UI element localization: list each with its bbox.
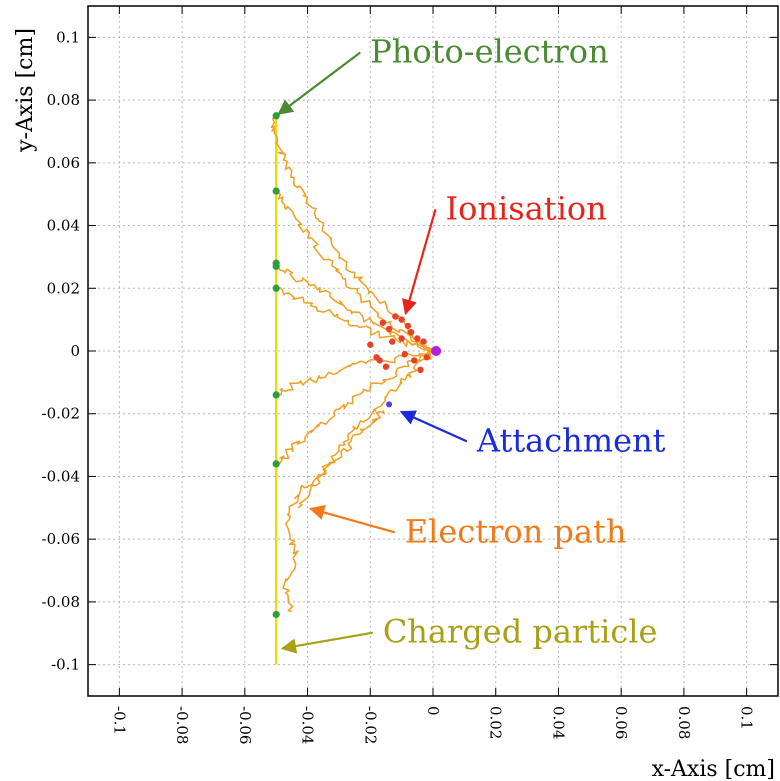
y-tick-label: 0 (70, 342, 80, 360)
ionisation-point (423, 354, 430, 361)
x-tick-label: 0.06 (612, 706, 630, 739)
ionisation-point (382, 363, 390, 370)
x-axis-title: x-Axis [cm] (652, 757, 775, 781)
x-tick-label: -0.02 (361, 706, 379, 744)
electron-path (282, 410, 385, 613)
x-tick-label: 0.1 (738, 706, 756, 730)
photo-electron-point (272, 187, 280, 195)
electron-path (276, 287, 435, 352)
photo-electron-point (272, 610, 280, 619)
x-tick-label: -0.1 (110, 706, 128, 735)
annotation-arrow (399, 410, 468, 443)
y-tick-label: 0.08 (47, 91, 80, 109)
photo-electron-point (272, 460, 280, 468)
ionisation-point (410, 357, 418, 364)
ionisation-point (404, 322, 412, 330)
y-axis-title: y-Axis [cm] (13, 28, 38, 153)
y-tick-label: 0.06 (47, 154, 80, 172)
y-tick-label: -0.04 (42, 467, 80, 485)
y-tick-label: -0.06 (42, 530, 80, 548)
electron-path (274, 261, 434, 352)
annotation-label: Attachment (476, 421, 666, 459)
annotations: Photo-electron Ionisation Attachment Electr… (277, 32, 666, 654)
x-tick-label: -0.08 (173, 706, 191, 744)
x-tick-label: 0.08 (675, 706, 693, 739)
y-tick-label: 0.1 (56, 28, 80, 46)
electron-end-point (431, 346, 442, 356)
y-tick-label: 0.04 (47, 217, 80, 235)
x-tick-label: 0.04 (549, 706, 567, 739)
ticks: -0.1 -0.08 -0.06 -0.04 -0.02 0 0.02 0.04 0.06 0.0… (42, 6, 778, 744)
ionisation-point (379, 319, 387, 326)
ionisation-point (367, 341, 374, 348)
ionisation-point (401, 350, 408, 358)
photo-electron-point (272, 284, 280, 292)
annotation-label: Ionisation (446, 189, 607, 227)
annotation-arrow (280, 631, 374, 654)
ionisation-point (414, 335, 421, 342)
annotation-arrow (402, 208, 437, 316)
y-tick-label: -0.02 (42, 405, 80, 423)
series (270, 112, 442, 665)
grid (88, 6, 778, 696)
y-tick-label: -0.08 (42, 593, 80, 611)
x-tick-label: -0.06 (236, 706, 254, 744)
photo-electron-point (272, 391, 280, 399)
ionisation-point (420, 338, 427, 345)
annotation-label: Electron path (405, 512, 627, 550)
attachment-point (386, 401, 393, 408)
electron-path (275, 190, 434, 352)
electron-path (297, 349, 434, 509)
ionisation-point (417, 366, 424, 374)
annotation-arrow (277, 51, 361, 115)
ionisation-point (398, 335, 405, 342)
y-tick-label: 0.02 (47, 279, 80, 297)
ionisation-point (385, 325, 393, 333)
electron-path (276, 350, 434, 465)
photo-electron-point (272, 262, 280, 270)
ionisation-point (398, 316, 405, 323)
ionisation-point (407, 328, 415, 336)
ionisation-point (392, 313, 399, 320)
y-tick-label: -0.1 (51, 656, 80, 674)
annotation-label: Charged particle (383, 613, 658, 651)
ionisation-point (389, 338, 396, 345)
ionisation-point (373, 354, 380, 361)
x-tick-label: -0.04 (299, 706, 317, 744)
annotation-label: Photo-electron (370, 32, 608, 70)
annotation-arrow (308, 504, 396, 534)
x-tick-label: 0 (424, 706, 442, 716)
x-tick-label: 0.02 (487, 706, 505, 739)
